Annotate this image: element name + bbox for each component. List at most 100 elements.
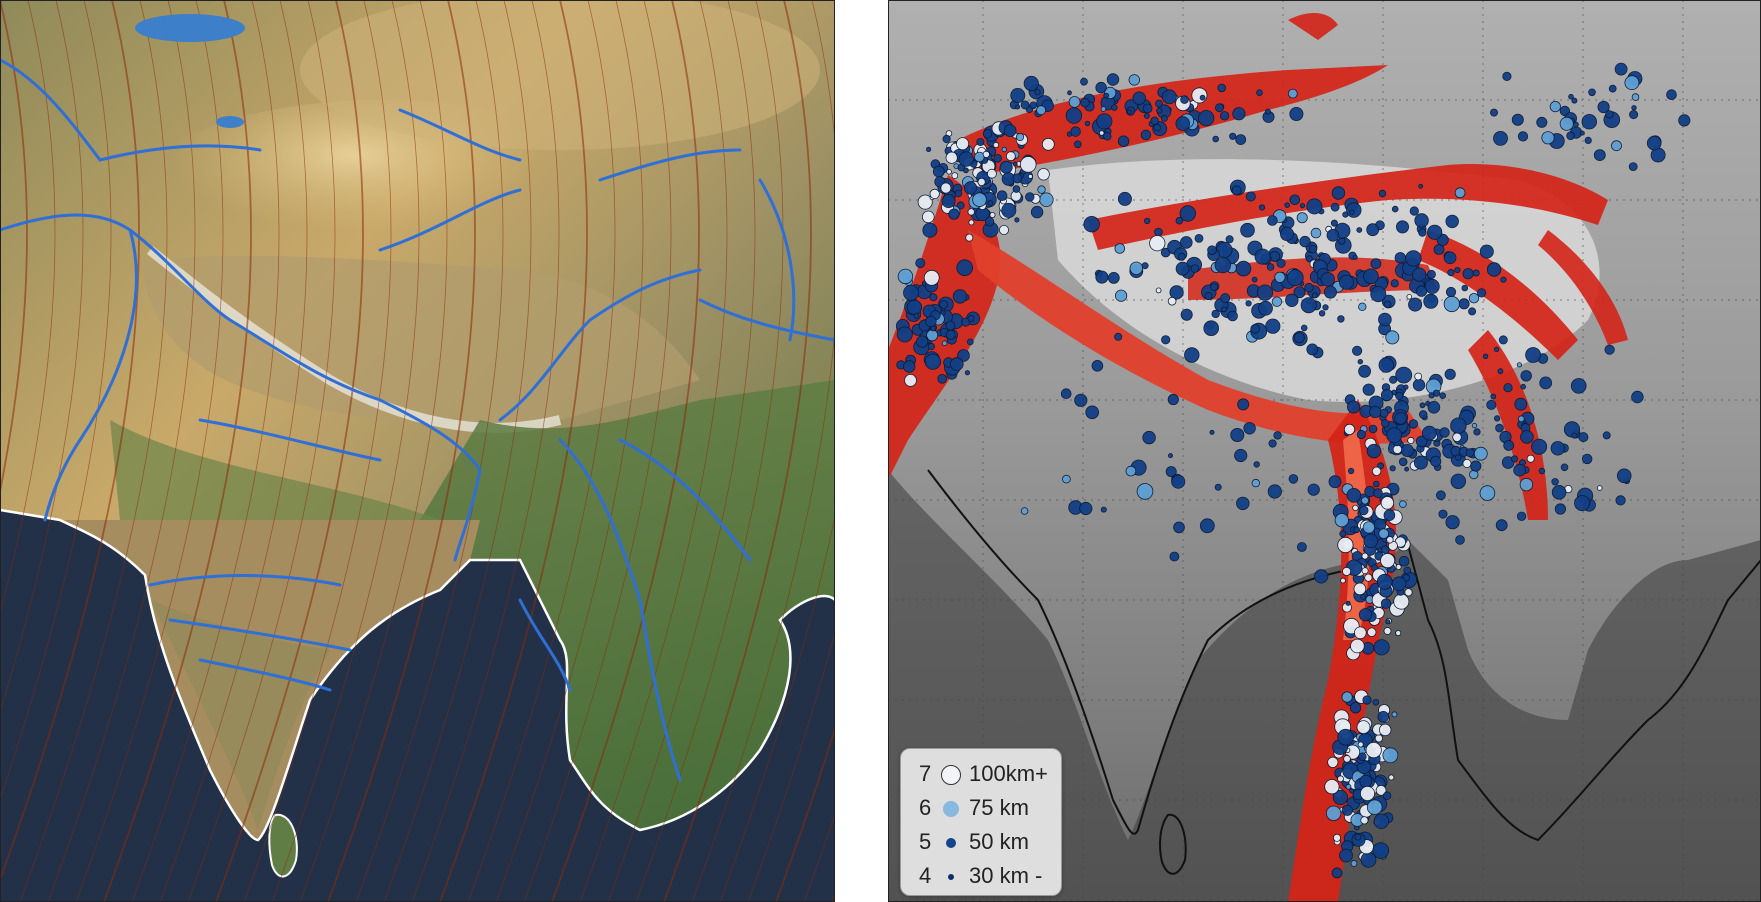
contour-line — [523, 0, 672, 902]
earthquake-marker — [1520, 430, 1534, 444]
earthquake-marker — [1288, 474, 1299, 484]
earthquake-marker — [1357, 359, 1363, 365]
earthquake-marker — [1154, 227, 1163, 237]
earthquake-marker — [1221, 306, 1227, 313]
contour-line — [0, 0, 84, 714]
earthquake-marker — [972, 192, 987, 208]
contour-line — [467, 0, 616, 902]
earthquake-marker — [1436, 490, 1446, 501]
earthquake-marker — [1114, 243, 1126, 254]
earthquake-marker — [925, 315, 937, 328]
contour-line — [355, 0, 504, 902]
earthquake-marker — [1571, 432, 1578, 439]
earthquake-marker — [1025, 192, 1035, 202]
earthquake-marker — [1427, 400, 1441, 414]
earthquake-marker — [1385, 330, 1400, 345]
earthquake-marker — [1363, 268, 1379, 285]
earthquake-marker — [1245, 191, 1256, 202]
earthquake-marker — [1571, 97, 1578, 104]
earthquake-marker — [1331, 867, 1343, 879]
earthquake-marker — [1359, 786, 1375, 802]
earthquake-marker — [1074, 140, 1082, 149]
contour-line — [131, 0, 280, 902]
earthquake-marker — [954, 189, 963, 198]
magnitude-depth-legend: 7 100km+ 6 75 km 5 50 km 4 30 km - — [900, 748, 1062, 896]
earthquake-marker — [1385, 619, 1391, 625]
earthquake-marker — [1310, 227, 1322, 239]
earthquake-marker — [1029, 101, 1038, 110]
earthquake-marker — [1408, 297, 1423, 312]
earthquake-marker — [1370, 258, 1382, 270]
gobi-region — [300, 0, 820, 150]
earthquake-marker — [1068, 96, 1081, 108]
earthquake-marker — [1235, 134, 1247, 146]
earthquake-marker — [1286, 269, 1304, 287]
earthquake-marker — [1326, 229, 1340, 242]
earthquake-marker — [906, 299, 923, 315]
earthquake-marker — [1404, 588, 1413, 597]
earthquake-marker — [1560, 463, 1569, 472]
seismic-map-panel: 7 100km+ 6 75 km 5 50 km 4 30 km - — [888, 0, 1761, 902]
earthquake-marker — [1144, 217, 1151, 225]
earthquake-marker — [1311, 292, 1318, 299]
earthquake-marker — [1342, 566, 1352, 576]
sri-lanka — [268, 813, 298, 878]
legend-depth: 50 km — [969, 829, 1029, 854]
earthquake-marker — [937, 373, 947, 384]
earthquake-marker — [1438, 509, 1448, 519]
earthquake-marker — [1353, 626, 1367, 640]
earthquake-marker — [1407, 436, 1415, 445]
earthquake-marker — [1117, 135, 1130, 147]
earthquake-marker — [1199, 518, 1215, 534]
earthquake-marker — [1331, 186, 1346, 200]
earthquake-marker — [942, 134, 951, 144]
earthquake-marker — [924, 353, 942, 370]
earthquake-marker — [1211, 309, 1220, 319]
earthquake-marker — [1070, 126, 1081, 137]
earthquake-marker — [1426, 269, 1436, 279]
earthquake-marker — [1419, 402, 1426, 409]
earthquake-marker — [1394, 412, 1407, 425]
earthquake-marker — [1161, 335, 1171, 345]
river — [518, 598, 572, 692]
earthquake-marker — [1114, 332, 1123, 341]
river — [148, 574, 342, 587]
earthquake-marker — [1403, 566, 1412, 575]
earthquake-marker — [1582, 453, 1593, 465]
earthquake-marker — [1065, 107, 1083, 124]
earthquake-marker — [1253, 461, 1260, 468]
earthquake-marker — [1204, 291, 1213, 300]
earthquake-marker — [1455, 454, 1462, 461]
earthquake-marker — [1330, 202, 1340, 212]
earthquake-marker — [1404, 466, 1409, 472]
earthquake-marker — [1608, 84, 1617, 93]
earthquake-marker — [1400, 443, 1414, 457]
earthquake-marker — [1020, 507, 1029, 515]
contour-line — [187, 0, 336, 902]
earthquake-marker — [1378, 312, 1392, 327]
earthquake-marker — [987, 168, 997, 179]
earthquake-marker — [1034, 89, 1041, 96]
earthquake-marker — [1080, 97, 1090, 108]
earthquake-marker — [917, 194, 933, 210]
earthquake-marker — [1230, 427, 1245, 442]
earthquake-marker — [1227, 310, 1238, 322]
contour-line — [0, 0, 140, 883]
earthquake-marker — [1549, 101, 1561, 113]
earthquake-marker — [1378, 528, 1390, 539]
earthquake-marker — [1383, 509, 1396, 522]
earthquake-marker — [1447, 268, 1455, 277]
earthquake-marker — [1383, 300, 1392, 309]
earthquake-marker — [1001, 202, 1017, 218]
earthquake-marker — [1332, 833, 1341, 842]
earthquake-marker — [1493, 415, 1501, 422]
earthquake-marker — [1314, 569, 1329, 584]
earthquake-marker — [1100, 506, 1107, 513]
earthquake-marker — [1012, 185, 1021, 193]
earthquake-marker — [1214, 256, 1232, 274]
earthquake-marker — [1214, 483, 1222, 491]
earthquake-marker — [1036, 105, 1047, 116]
earthquake-marker — [1340, 577, 1346, 584]
legend-depth: 75 km — [969, 795, 1029, 820]
earthquake-marker — [1339, 530, 1347, 538]
